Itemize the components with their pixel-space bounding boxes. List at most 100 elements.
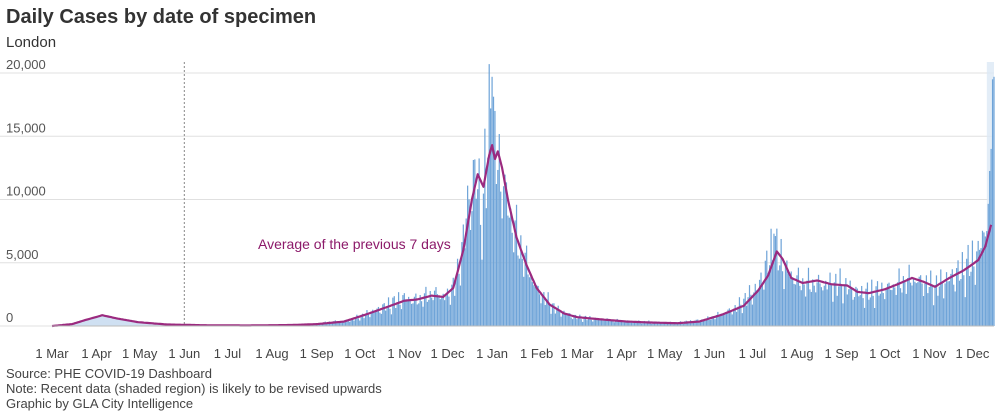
daily-bar [704, 320, 706, 326]
daily-bar [600, 319, 602, 326]
daily-bar [865, 288, 867, 326]
daily-bar [835, 273, 837, 326]
daily-bar [921, 283, 923, 326]
daily-bar [800, 290, 802, 326]
daily-bar [947, 281, 949, 326]
daily-bar [561, 312, 564, 326]
daily-bar [521, 258, 523, 326]
daily-bar [628, 321, 630, 326]
daily-bar [957, 260, 959, 326]
daily-bar [855, 286, 857, 326]
daily-bar [838, 286, 840, 326]
daily-bar [364, 313, 367, 326]
daily-bar [400, 309, 403, 326]
daily-bar [897, 282, 899, 326]
daily-bar [681, 322, 683, 326]
daily-bar [615, 320, 617, 326]
daily-bar [951, 269, 953, 326]
daily-bar [374, 311, 377, 326]
daily-bar [953, 284, 955, 326]
daily-bar [990, 148, 992, 326]
daily-bar [609, 321, 611, 326]
daily-bar [544, 304, 546, 326]
daily-bar [540, 303, 542, 326]
daily-bar [646, 322, 649, 326]
y-tick-label: 0 [6, 310, 13, 325]
daily-bar [714, 319, 716, 326]
daily-bar [514, 220, 516, 326]
daily-bar [605, 319, 607, 326]
daily-bar [461, 242, 463, 326]
x-tick-label: 1 Aug [255, 346, 288, 361]
daily-bar [804, 296, 807, 326]
daily-bar [915, 283, 917, 326]
daily-bar [687, 322, 689, 326]
daily-bar [731, 314, 733, 326]
daily-bar [922, 296, 925, 326]
daily-bar [924, 283, 926, 326]
daily-bar [724, 313, 726, 326]
daily-bar [925, 275, 928, 326]
daily-bar [881, 282, 883, 326]
daily-bar [467, 185, 469, 326]
daily-bar [641, 323, 643, 326]
daily-bar [511, 232, 513, 326]
daily-bar [858, 296, 860, 326]
daily-bar [806, 280, 808, 326]
daily-bar [618, 321, 620, 326]
daily-bar [377, 306, 380, 326]
daily-bar [767, 272, 769, 326]
daily-bar [849, 280, 851, 326]
daily-bar [376, 308, 378, 326]
daily-bar [625, 321, 627, 326]
daily-bar [845, 278, 847, 326]
daily-bar [794, 284, 797, 326]
daily-bar [816, 282, 818, 326]
daily-bar [586, 320, 588, 326]
daily-bar [984, 236, 986, 326]
daily-bar [560, 316, 562, 326]
daily-bar [441, 296, 443, 326]
daily-bar [523, 276, 525, 326]
daily-bar [784, 262, 787, 326]
daily-bar [822, 290, 824, 326]
daily-bar [513, 252, 515, 326]
daily-bar [950, 273, 952, 326]
daily-bar [344, 319, 346, 326]
daily-bar [843, 284, 846, 326]
daily-bar [636, 321, 638, 326]
daily-bar [796, 275, 798, 326]
daily-bar [979, 249, 981, 326]
daily-bar [387, 297, 390, 326]
daily-bar [638, 320, 640, 326]
average-line-path [51, 144, 993, 328]
daily-bar [836, 295, 838, 326]
x-tick-label: 1 Jun [168, 346, 200, 361]
daily-bar [707, 316, 709, 326]
daily-bar [515, 204, 518, 326]
daily-bar [944, 283, 946, 326]
daily-bar [682, 323, 684, 326]
daily-bar [823, 285, 825, 326]
daily-bar [363, 318, 365, 326]
daily-bar [902, 276, 904, 326]
daily-bar [580, 319, 582, 326]
daily-bar [593, 318, 595, 326]
daily-bar [643, 320, 646, 326]
daily-bar [961, 252, 963, 326]
daily-bar [642, 321, 644, 326]
daily-bar [799, 285, 801, 326]
daily-bar [569, 313, 571, 326]
daily-bar [889, 289, 892, 326]
daily-bar [408, 296, 410, 326]
daily-bar [748, 285, 751, 326]
daily-bar [886, 283, 889, 326]
daily-bar [655, 322, 657, 326]
daily-bar [537, 285, 539, 326]
daily-bar [431, 297, 433, 326]
daily-bar [701, 319, 703, 326]
daily-bar [425, 286, 427, 326]
daily-bar [927, 293, 929, 326]
footer-note: Note: Recent data (shaded region) is lik… [6, 381, 382, 396]
daily-bar [807, 267, 810, 326]
